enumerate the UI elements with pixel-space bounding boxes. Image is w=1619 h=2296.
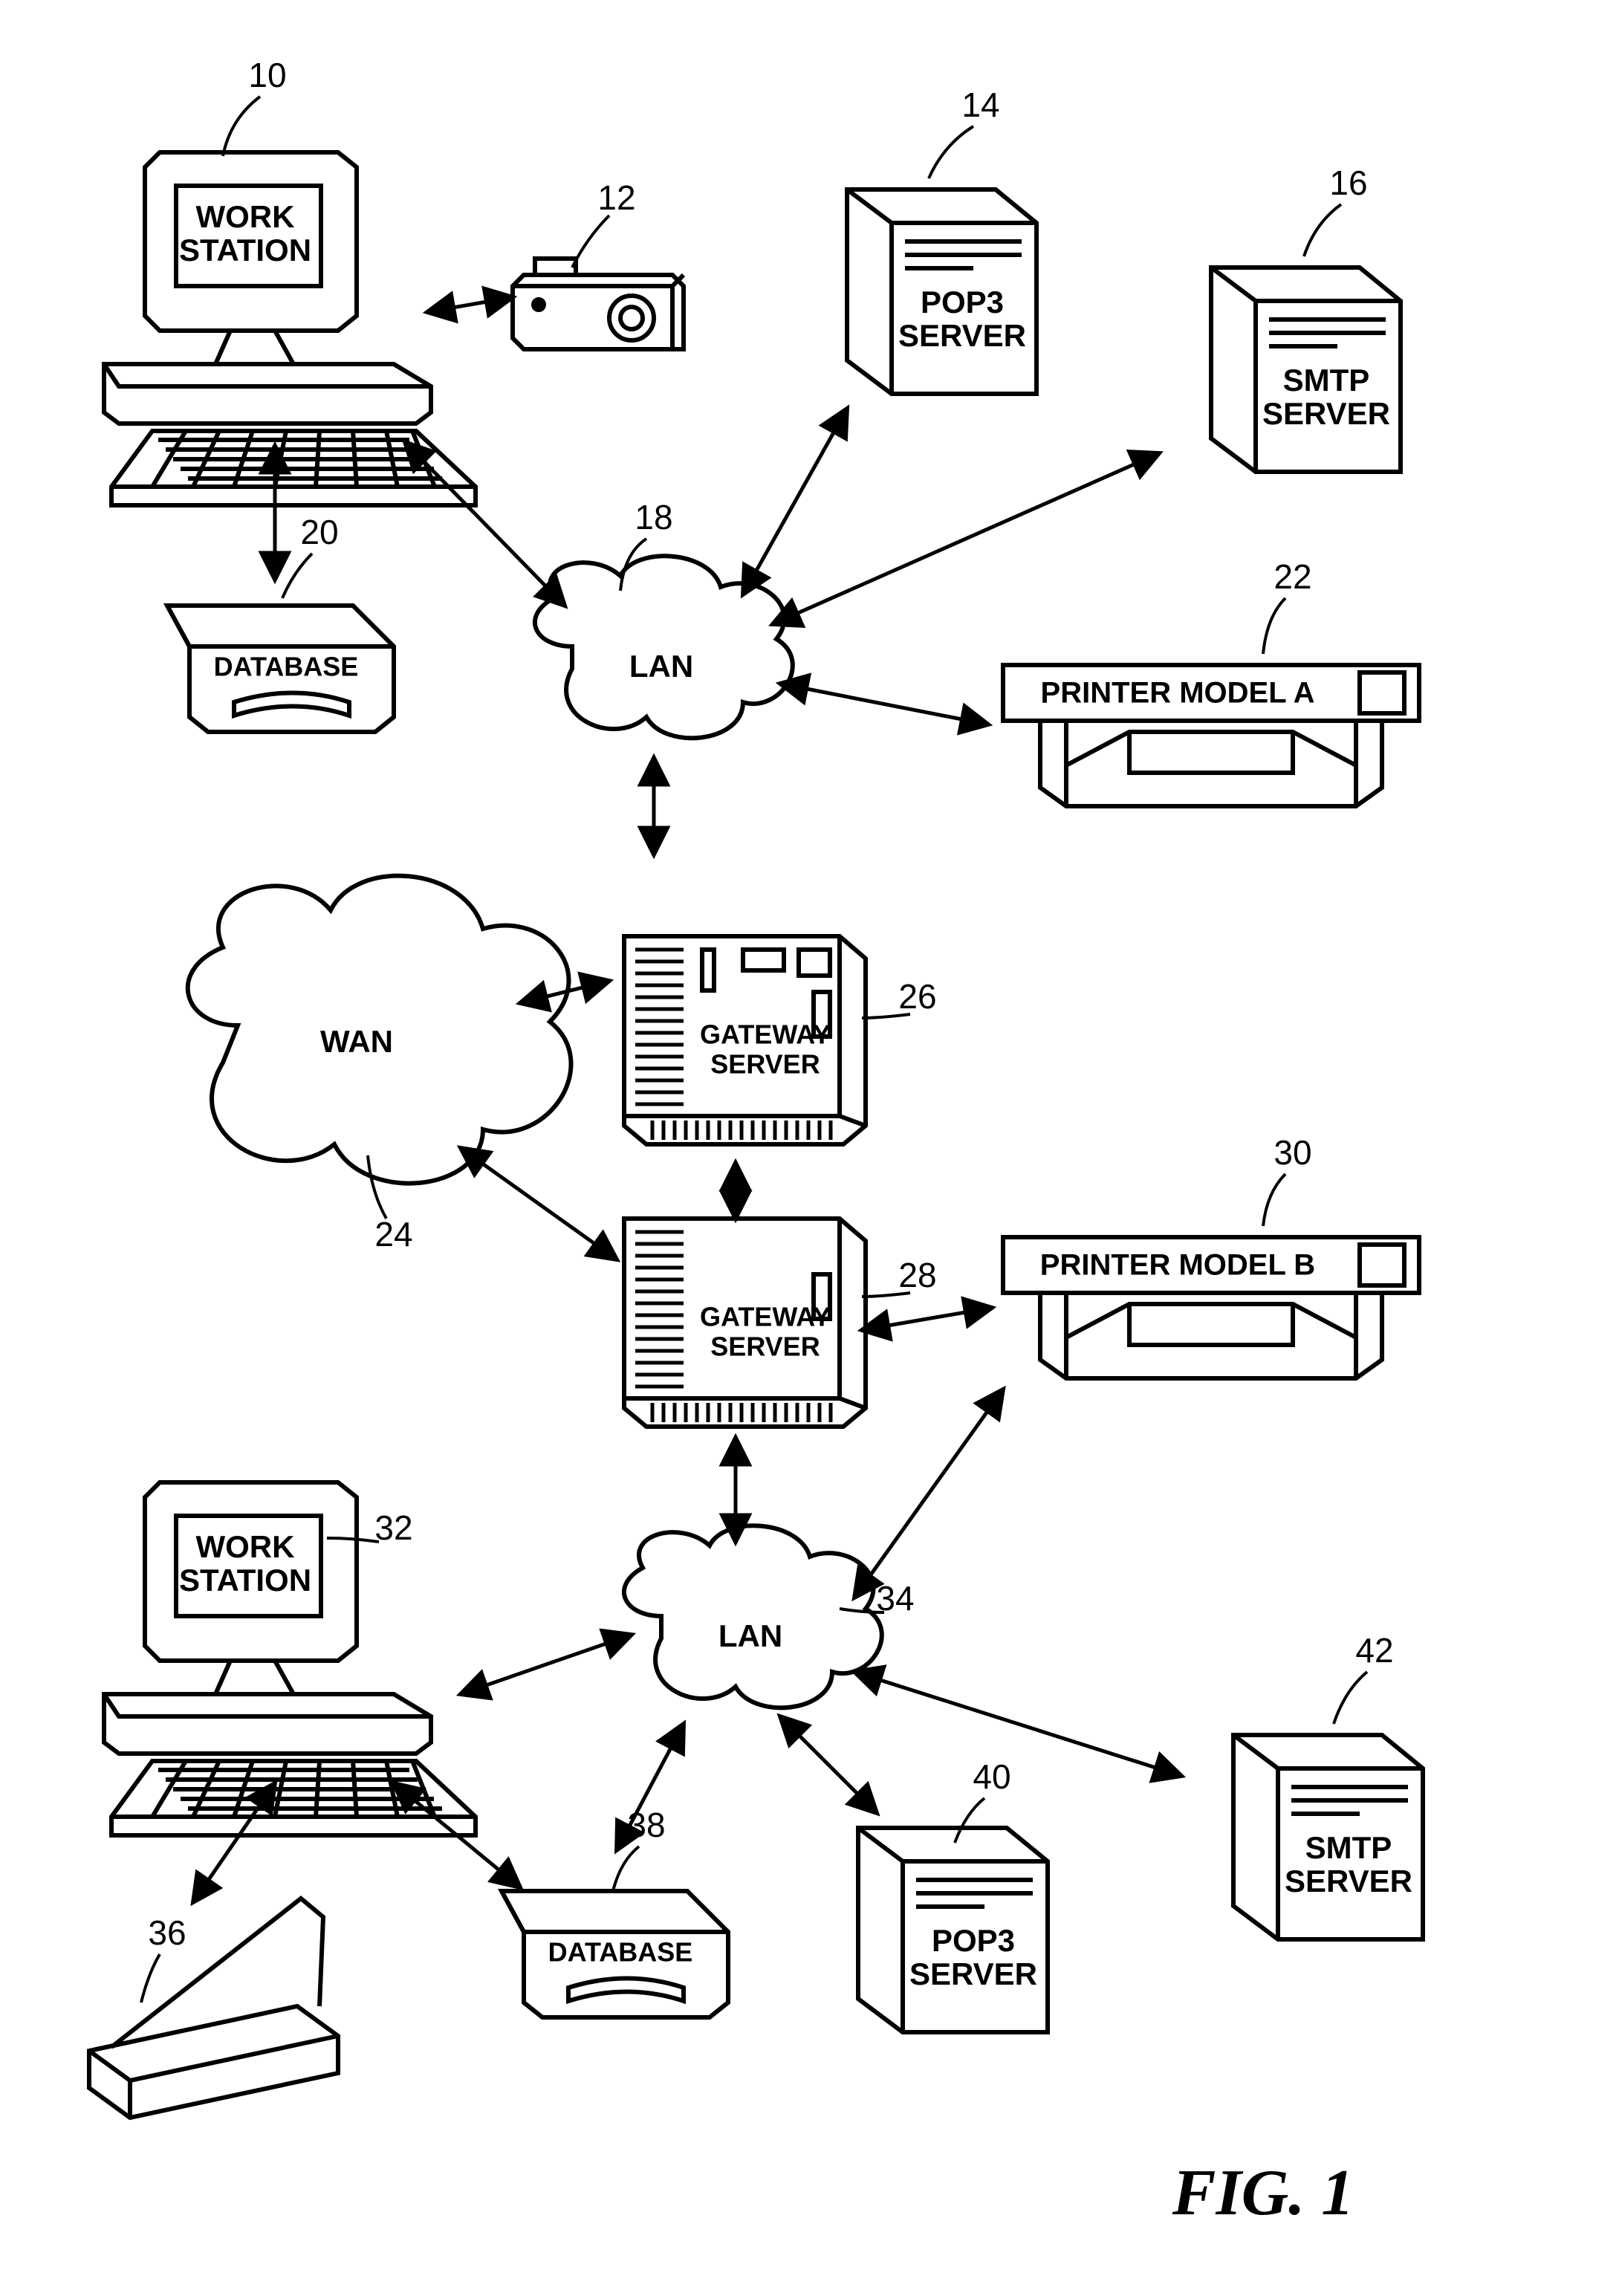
ref-workstation2: 32 [374,1508,412,1547]
edge [461,1635,632,1694]
label-printer-b: PRINTER MODEL B [1040,1249,1315,1282]
leader-line [282,554,312,598]
leader-line [1304,204,1341,256]
label-database1: DATABASE [214,652,359,682]
label-workstation2-l1: WORK [196,1529,295,1564]
label-wan: WAN [320,1024,393,1059]
label-workstation1-l1: WORK [196,199,295,234]
label-smtp-1-l2: SERVER [1262,396,1390,431]
leader-line [613,1846,639,1891]
label-pop3-1-l2: SERVER [898,318,1026,353]
figure-caption: FIG. 1 [1172,2157,1354,2229]
ref-printer_b: 30 [1274,1133,1311,1172]
label-printer-a: PRINTER MODEL A [1041,677,1315,710]
ref-database2: 38 [627,1806,665,1844]
label-database2: DATABASE [548,1937,693,1968]
node-scanner [89,1898,338,2118]
leader-line [223,97,260,156]
ref-gateway2: 28 [898,1256,936,1294]
node-lan-1 [535,556,793,738]
label-smtp-2-l2: SERVER [1285,1864,1412,1898]
leader-line [141,1954,160,2002]
edge [773,453,1159,624]
edge [780,684,988,724]
edge [461,1148,617,1259]
leader-line [955,1798,984,1843]
edges-group [193,297,1181,1902]
label-workstation2-l2: STATION [179,1563,311,1598]
reference-numerals: 10 12 14 16 18 20 22 24 26 28 30 32 34 36 38 40 42 [148,56,1393,1952]
ref-scanner: 36 [148,1913,186,1952]
label-gateway1-l1: GATEWAY [700,1019,831,1050]
ref-smtp_1: 16 [1329,163,1367,202]
leader-line [368,1155,386,1219]
label-pop3-2-l1: POP3 [932,1923,1015,1958]
label-gateway2-l2: SERVER [710,1332,820,1362]
label-gateway1-l2: SERVER [710,1049,820,1080]
label-smtp-2-l1: SMTP [1305,1830,1392,1865]
label-lan1: LAN [629,649,693,684]
node-camera [513,259,684,349]
ref-camera: 12 [597,178,635,217]
leader-line [929,126,973,178]
ref-pop3_2: 40 [973,1757,1010,1796]
ref-lan1: 18 [635,498,672,536]
leader-line [1263,598,1285,654]
edge [854,1672,1181,1776]
leader-line [1334,1672,1367,1724]
ref-smtp_2: 42 [1355,1631,1393,1670]
node-lan-2 [624,1525,882,1708]
label-pop3-1-l1: POP3 [921,285,1004,320]
edge [854,1389,1003,1598]
ref-gateway1: 26 [898,977,936,1016]
ref-pop3_1: 14 [961,85,999,124]
label-gateway2-l1: GATEWAY [700,1302,831,1332]
label-workstation1-l2: STATION [179,233,311,267]
ref-printer_a: 22 [1274,557,1311,596]
ref-lan2: 34 [876,1579,914,1618]
ref-database1: 20 [300,513,338,551]
label-lan2: LAN [718,1618,782,1653]
edge [780,1716,877,1813]
ref-workstation1: 10 [248,56,286,94]
edge [743,409,847,594]
leader-line [327,1538,379,1542]
label-smtp-1-l1: SMTP [1283,363,1370,398]
leader-line [1263,1174,1285,1226]
label-pop3-2-l2: SERVER [909,1956,1037,1991]
ref-wan: 24 [374,1215,412,1254]
edge [427,297,513,312]
edge [862,1308,992,1330]
